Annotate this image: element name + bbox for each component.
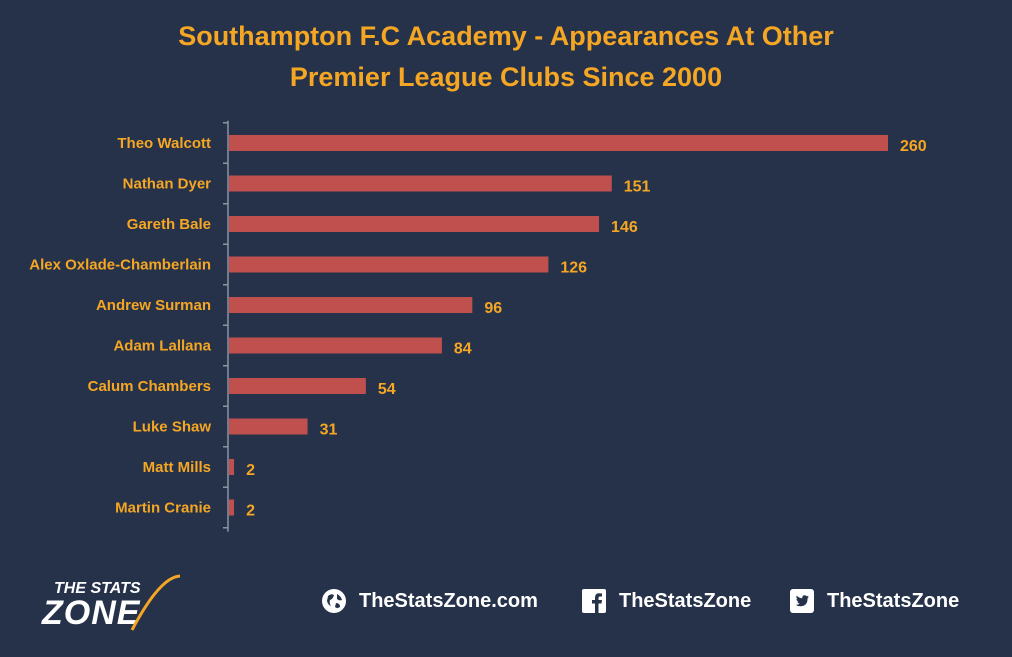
globe-icon [321, 588, 347, 614]
category-label: Luke Shaw [133, 419, 212, 436]
category-label: Andrew Surman [96, 297, 211, 314]
data-label: 126 [560, 260, 587, 277]
category-label: Matt Mills [143, 459, 211, 476]
bar-0 [229, 135, 888, 151]
bar-4 [229, 297, 473, 313]
facebook-icon [581, 588, 607, 614]
chart-title-line-1: Southampton F.C Academy - Appearances At… [178, 21, 834, 51]
footer-website-link[interactable]: TheStatsZone.com [321, 588, 538, 614]
the-stats-zone-logo: THE STATS ZONE [41, 574, 181, 632]
footer-facebook-link[interactable]: TheStatsZone [581, 588, 751, 614]
category-label: Martin Cranie [115, 500, 211, 517]
bar-7 [229, 418, 308, 435]
data-label: 31 [320, 422, 338, 439]
data-label: 96 [484, 300, 502, 317]
category-label: Theo Walcott [117, 135, 211, 152]
logo-text-line-2: ZONE [41, 594, 141, 632]
data-label: 2 [246, 462, 255, 479]
bar-3 [229, 256, 549, 273]
data-label: 54 [378, 381, 396, 398]
bar-1 [229, 175, 612, 192]
logo-swoosh-icon [130, 574, 181, 631]
category-label: Adam Lallana [113, 338, 211, 355]
bar-6 [229, 378, 366, 394]
bar-8 [229, 459, 235, 475]
bar-5 [229, 337, 442, 354]
footer-facebook-text: TheStatsZone [619, 589, 752, 612]
twitter-icon [789, 588, 815, 614]
category-label: Nathan Dyer [123, 176, 212, 193]
data-label: 151 [624, 179, 651, 196]
data-label: 84 [454, 341, 472, 358]
logo-text-line-1: THE STATS [54, 580, 141, 597]
footer-website-text: TheStatsZone.com [359, 589, 538, 612]
chart-title: Southampton F.C Academy - Appearances At… [0, 16, 1012, 98]
bar-chart: Theo Walcott 260 Nathan Dyer 151 Gareth Bale… [29, 120, 927, 532]
data-label: 146 [611, 219, 638, 236]
data-label: 2 [246, 503, 255, 520]
data-label: 260 [900, 138, 927, 155]
category-label: Alex Oxlade-Chamberlain [29, 257, 211, 274]
chart-title-line-2: Premier League Clubs Since 2000 [289, 62, 723, 92]
bar-2 [229, 216, 600, 232]
category-label: Gareth Bale [127, 216, 211, 233]
footer-twitter-text: TheStatsZone [827, 589, 960, 612]
bar-9 [229, 499, 235, 516]
category-label: Calum Chambers [88, 378, 211, 395]
footer-twitter-link[interactable]: TheStatsZone [789, 588, 959, 614]
